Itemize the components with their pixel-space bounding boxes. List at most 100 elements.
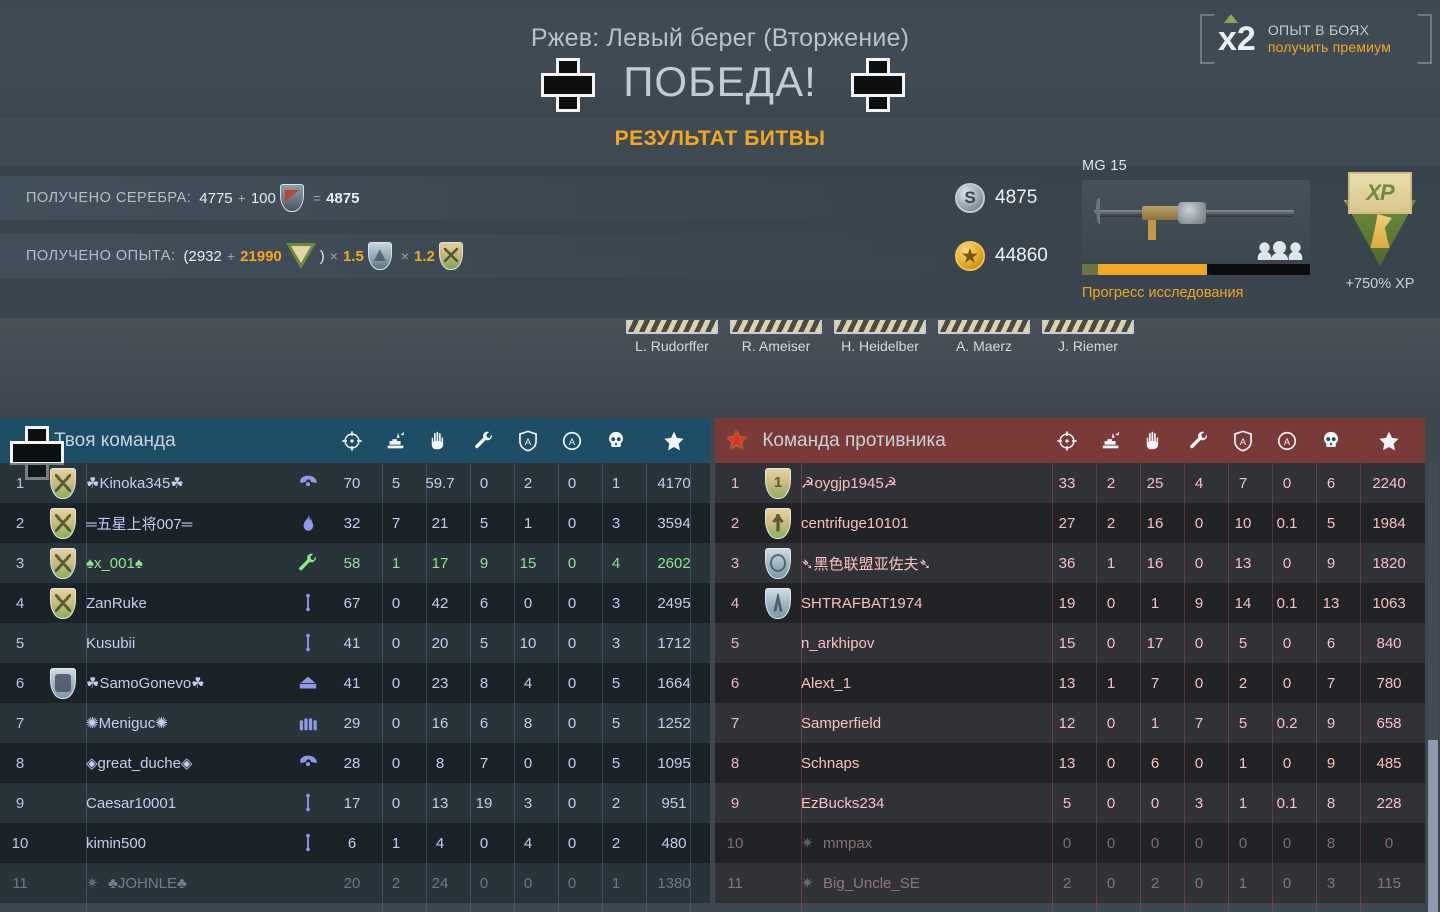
stat-score: 2602 (657, 554, 691, 572)
stat-kills: 0 (1106, 834, 1116, 852)
player-stats: 58 1 17 9 15 0 4 2602 (330, 555, 710, 572)
stat-assists: 17 (431, 554, 449, 572)
column-header-score[interactable] (1353, 430, 1425, 452)
stat-deaths: 5 (1326, 514, 1336, 532)
player-name[interactable]: ✷ ♣JOHNLE♣ (86, 875, 187, 892)
column-header-spotted[interactable] (330, 430, 374, 452)
table-row[interactable]: 10 kimin500 6 1 4 0 4 0 2 480 (0, 823, 710, 863)
player-name[interactable]: Alext_1 (801, 674, 852, 692)
stat-score: 228 (1376, 794, 1402, 812)
result-band (0, 118, 1440, 166)
crew-member[interactable]: L. Rudorffer (626, 320, 718, 354)
column-header-capture[interactable]: A (550, 430, 594, 452)
stat-repairs: 5 (479, 514, 489, 532)
player-name[interactable]: centrifuge10101 (801, 514, 909, 532)
table-row[interactable]: 9 Caesar10001 17 0 13 19 3 0 2 951 (0, 783, 710, 823)
column-header-capture[interactable]: A (1265, 430, 1309, 452)
player-name[interactable]: ◈great_duche◈ (86, 755, 193, 772)
player-stats: 19 0 1 9 14 0.1 13 1063 (1045, 595, 1425, 612)
crew-member[interactable]: A. Maerz (938, 320, 1030, 354)
stat-capture-defense: 13 (1234, 554, 1252, 572)
column-header-kills[interactable] (1089, 430, 1133, 452)
table-row[interactable]: 8 ◈great_duche◈ 28 0 8 7 0 0 5 1095 (0, 743, 710, 783)
player-name[interactable]: ☭oygjp1945☭ (801, 475, 898, 492)
column-header-assists[interactable] (1133, 430, 1177, 452)
table-row[interactable]: 11 ✷ ♣JOHNLE♣ 20 2 24 0 0 0 1 1380 (0, 863, 710, 903)
stat-capture-defense: 15 (519, 554, 537, 572)
player-name[interactable]: kimin500 (86, 834, 147, 852)
stat-assists: 42 (431, 594, 449, 612)
player-name[interactable]: ═五星上将007═ (86, 515, 193, 533)
table-row[interactable]: 11 ✷ Big_Uncle_SE 2 0 2 0 1 0 3 115 (715, 863, 1425, 903)
column-header-deaths[interactable] (594, 430, 638, 452)
column-header-capture-defense[interactable]: A (1221, 430, 1265, 452)
table-row[interactable]: 6 Alext_1 13 1 7 0 2 0 7 780 (715, 663, 1425, 703)
stat-repairs: 9 (479, 554, 489, 572)
silver-base: 4775 (199, 189, 233, 207)
player-name[interactable]: ☘SamoGonevo☘ (86, 675, 205, 692)
table-row[interactable]: 9 EzBucks234 5 0 0 3 1 0.1 8 228 (715, 783, 1425, 823)
stat-repairs: 9 (1194, 594, 1204, 612)
column-header-spotted[interactable] (1045, 430, 1089, 452)
column-header-assists[interactable] (418, 430, 462, 452)
player-name[interactable]: ZanRuke (86, 594, 147, 612)
player-name[interactable]: Kusubii (86, 634, 136, 652)
table-row[interactable]: 7 Samperfield 12 0 1 7 5 0.2 9 658 (715, 703, 1425, 743)
player-name[interactable]: Caesar10001 (86, 794, 177, 812)
premium-line2[interactable]: получить премиум (1267, 39, 1392, 55)
table-row[interactable]: 1 ☘Kinoka345☘ 70 5 59.7 0 2 0 1 4170 (0, 463, 710, 503)
premium-promo-button[interactable]: x2 ОПЫТ В БОЯХ получить премиум (1200, 13, 1432, 64)
player-name[interactable]: ✷ mmpax (801, 835, 873, 852)
scrollbar-thumb[interactable] (1428, 740, 1438, 912)
table-row[interactable]: 7 ✺Meniguc✺ 29 0 16 6 8 0 5 1252 (0, 703, 710, 743)
column-header-repairs[interactable] (1177, 430, 1221, 452)
stat-deaths: 2 (611, 794, 621, 812)
stat-deaths: 4 (611, 554, 621, 572)
table-row[interactable]: 5 Kusubii 41 0 20 5 10 0 3 1712 (0, 623, 710, 663)
table-row[interactable]: 1 1 ☭oygjp1945☭ 33 2 25 4 7 0 6 2240 (715, 463, 1425, 503)
column-header-deaths[interactable] (1309, 430, 1353, 452)
table-row[interactable]: 3 ➴黑色联盟亚佐夫➴ 36 1 16 0 13 0 9 1820 (715, 543, 1425, 583)
player-name[interactable]: Samperfield (801, 714, 882, 732)
stat-assists: 59.7 (425, 474, 455, 492)
player-name[interactable]: ✷ Big_Uncle_SE (801, 875, 920, 892)
player-name[interactable]: ✺Meniguc✺ (86, 715, 168, 732)
crew-member[interactable]: R. Ameiser (730, 320, 822, 354)
column-header-repairs[interactable] (462, 430, 506, 452)
table-row[interactable]: 6 ☘SamoGonevo☘ 41 0 23 8 4 0 5 1664 (0, 663, 710, 703)
stat-capture: 0 (567, 834, 577, 852)
player-name[interactable]: n_arkhipov (801, 634, 875, 652)
vehicle-class-icon (286, 752, 330, 774)
column-header-kills[interactable] (374, 430, 418, 452)
player-name[interactable]: SHTRAFBAT1974 (801, 594, 923, 612)
column-header-score[interactable] (638, 430, 710, 452)
table-row[interactable]: 4 ZanRuke 67 0 42 6 0 0 3 2495 (0, 583, 710, 623)
stat-assists: 6 (1150, 754, 1160, 772)
crew-member[interactable]: H. Heidelber (834, 320, 926, 354)
column-divider (382, 463, 383, 912)
weapon-research-panel[interactable]: MG 15 Прогресс исследования (1082, 158, 1314, 301)
table-row[interactable]: 2 centrifuge10101 27 2 16 0 10 0.1 5 1984 (715, 503, 1425, 543)
player-name[interactable]: ♠x_001♠ (86, 554, 143, 572)
table-row[interactable]: 5 n_arkhipov 15 0 17 0 5 0 6 840 (715, 623, 1425, 663)
player-name[interactable]: EzBucks234 (801, 794, 885, 812)
stat-repairs: 0 (479, 474, 489, 492)
column-header-capture-defense[interactable]: A (506, 430, 550, 452)
player-name[interactable]: Schnaps (801, 754, 860, 772)
player-name[interactable]: ➴黑色联盟亚佐夫➴ (801, 555, 932, 573)
stat-capture: 0 (567, 474, 577, 492)
player-rank: 4 (730, 594, 740, 612)
table-row[interactable]: 2 ═五星上将007═ 32 7 21 5 1 0 3 3594 (0, 503, 710, 543)
player-name[interactable]: ☘Kinoka345☘ (86, 475, 184, 492)
research-progress-bar (1082, 264, 1310, 275)
crew-member[interactable]: J. Riemer (1042, 320, 1134, 354)
xp-multiplier-2: 1.2 (414, 247, 435, 265)
svg-text:A: A (1284, 436, 1291, 447)
table-row[interactable]: 4 SHTRAFBAT1974 19 0 1 9 14 0.1 13 1063 (715, 583, 1425, 623)
table-row[interactable]: 3 ♠x_001♠ 58 1 17 9 15 0 4 2602 (0, 543, 710, 583)
table-row[interactable]: 8 Schnaps 13 0 6 0 1 0 9 485 (715, 743, 1425, 783)
stat-deaths: 9 (1326, 554, 1336, 572)
stat-spotted: 19 (1058, 594, 1076, 612)
table-row[interactable]: 10 ✷ mmpax 0 0 0 0 0 0 8 0 (715, 823, 1425, 863)
stat-repairs: 5 (479, 634, 489, 652)
